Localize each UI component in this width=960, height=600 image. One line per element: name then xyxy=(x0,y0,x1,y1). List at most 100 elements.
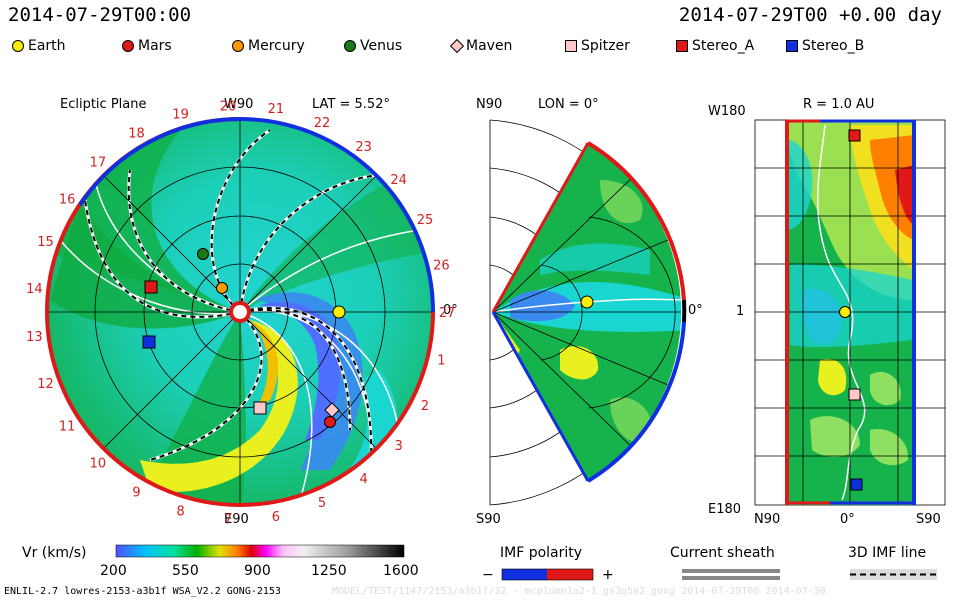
ecliptic-bottom-label: E90 xyxy=(224,512,249,527)
sector-number: 1 xyxy=(437,354,445,369)
sector-number: 11 xyxy=(59,420,76,435)
imf-plus-label: + xyxy=(602,567,614,583)
velocity-colorbar xyxy=(115,544,405,558)
mars-marker xyxy=(324,416,336,428)
maven-marker xyxy=(324,402,340,418)
stereo-b-marker xyxy=(142,335,156,349)
radial-x-left-label: N90 xyxy=(754,512,781,527)
mercury-marker xyxy=(216,282,228,294)
spitzer-marker xyxy=(848,388,861,401)
colorbar-tick: 900 xyxy=(244,563,271,579)
spitzer-marker-icon xyxy=(565,40,577,52)
earth-marker xyxy=(332,305,346,319)
legend-label: Stereo_B xyxy=(802,38,865,54)
sector-number: 14 xyxy=(26,282,43,297)
colorbar-tick: 550 xyxy=(172,563,199,579)
sector-number: 9 xyxy=(132,485,140,500)
stereo-a-marker-icon xyxy=(676,40,688,52)
meridional-bottom-label: S90 xyxy=(476,512,501,527)
ecliptic-right-label: 0° xyxy=(443,303,458,318)
legend-label: Earth xyxy=(28,38,66,54)
meridional-edge-north xyxy=(491,142,590,313)
sector-number: 13 xyxy=(26,330,43,345)
radial-x-right-label: S90 xyxy=(916,512,941,527)
imf-negative-swatch xyxy=(502,569,547,580)
meridional-top-label: N90 xyxy=(476,97,503,112)
sun-icon xyxy=(229,301,251,323)
imf-positive-swatch xyxy=(547,569,593,580)
legend-label: Stereo_A xyxy=(692,38,755,54)
earth-marker xyxy=(839,306,851,318)
sector-number: 12 xyxy=(37,377,54,392)
sector-number: 25 xyxy=(417,213,434,228)
ecliptic-title: Ecliptic Plane xyxy=(60,97,147,112)
radial-top-left-label: W180 xyxy=(708,104,746,119)
legend-mercury: Mercury xyxy=(232,38,305,54)
earth-marker xyxy=(580,295,594,309)
sector-number: 22 xyxy=(314,116,331,131)
legend-label: Spitzer xyxy=(581,38,630,54)
legend-stereo-b: Stereo_B xyxy=(786,38,864,54)
sector-number: 27 xyxy=(439,306,456,321)
sector-number: 16 xyxy=(59,192,76,207)
mars-marker-icon xyxy=(122,40,134,52)
legend-maven: Maven xyxy=(449,38,513,54)
footer-model-info: ENLIL-2.7 lowres-2153-a3b1f WSA_V2.2 GON… xyxy=(4,586,281,597)
radial-bottom-left-label: E180 xyxy=(708,502,742,517)
radial-r-label: R = 1.0 AU xyxy=(803,97,875,112)
legend-earth: Earth xyxy=(12,38,66,54)
sector-number: 4 xyxy=(359,472,367,487)
meridional-right-label: 0° xyxy=(688,303,703,318)
current-sheath-swatch xyxy=(682,569,780,573)
legend-venus: Venus xyxy=(344,38,402,54)
timestamp: 2014-07-29T00:00 xyxy=(8,4,192,26)
stereo-b-marker-icon xyxy=(786,40,798,52)
sector-number: 21 xyxy=(268,102,285,117)
meridional-lon-label: LON = 0° xyxy=(538,97,599,112)
legend-mars: Mars xyxy=(122,38,172,54)
sector-number: 19 xyxy=(172,108,189,123)
radial-mid-left-label: 1 xyxy=(736,304,745,319)
forecast-time: 2014-07-29T00 +0.00 day xyxy=(678,4,942,26)
radial-panel xyxy=(754,119,946,506)
sector-number: 5 xyxy=(318,496,326,511)
earth-marker-icon xyxy=(12,40,24,52)
sector-number: 2 xyxy=(421,399,429,414)
meridional-panel xyxy=(489,119,687,506)
meridional-velocity-field xyxy=(493,180,682,443)
legend-label: Mars xyxy=(138,38,172,54)
sector-number: 15 xyxy=(37,235,54,250)
stereo-b-marker xyxy=(850,478,863,491)
legend-spitzer: Spitzer xyxy=(565,38,630,54)
colorbar-tick: 1600 xyxy=(383,563,419,579)
venus-marker xyxy=(197,248,209,260)
sector-number: 8 xyxy=(176,504,184,519)
imf-minus-label: − xyxy=(482,567,494,583)
imf-polarity-label: IMF polarity xyxy=(500,545,583,561)
sector-number: 18 xyxy=(128,127,145,142)
sector-number: 3 xyxy=(394,439,402,454)
imf-3d-line-label: 3D IMF line xyxy=(848,545,927,561)
sector-number: 24 xyxy=(390,173,407,188)
legend-label: Mercury xyxy=(248,38,305,54)
ecliptic-lat-label: LAT = 5.52° xyxy=(312,97,390,112)
mercury-marker-icon xyxy=(232,40,244,52)
sector-number: 26 xyxy=(433,258,450,273)
legend-stereo-a: Stereo_A xyxy=(676,38,754,54)
spitzer-marker xyxy=(253,401,267,415)
imf-dashed-lines xyxy=(84,129,381,481)
current-sheath-label: Current sheath xyxy=(670,545,775,561)
sector-number: 7 xyxy=(224,513,232,528)
rim-positive xyxy=(239,311,435,507)
stereo-a-marker xyxy=(848,129,861,142)
rim-negative xyxy=(239,117,435,313)
legend-label: Venus xyxy=(360,38,403,54)
radial-x-mid-label: 0° xyxy=(840,512,855,527)
colorbar-tick: 200 xyxy=(100,563,127,579)
stereo-a-marker xyxy=(144,280,158,294)
legend-label: Maven xyxy=(466,38,513,54)
venus-marker-icon xyxy=(344,40,356,52)
sector-number: 6 xyxy=(272,510,280,525)
